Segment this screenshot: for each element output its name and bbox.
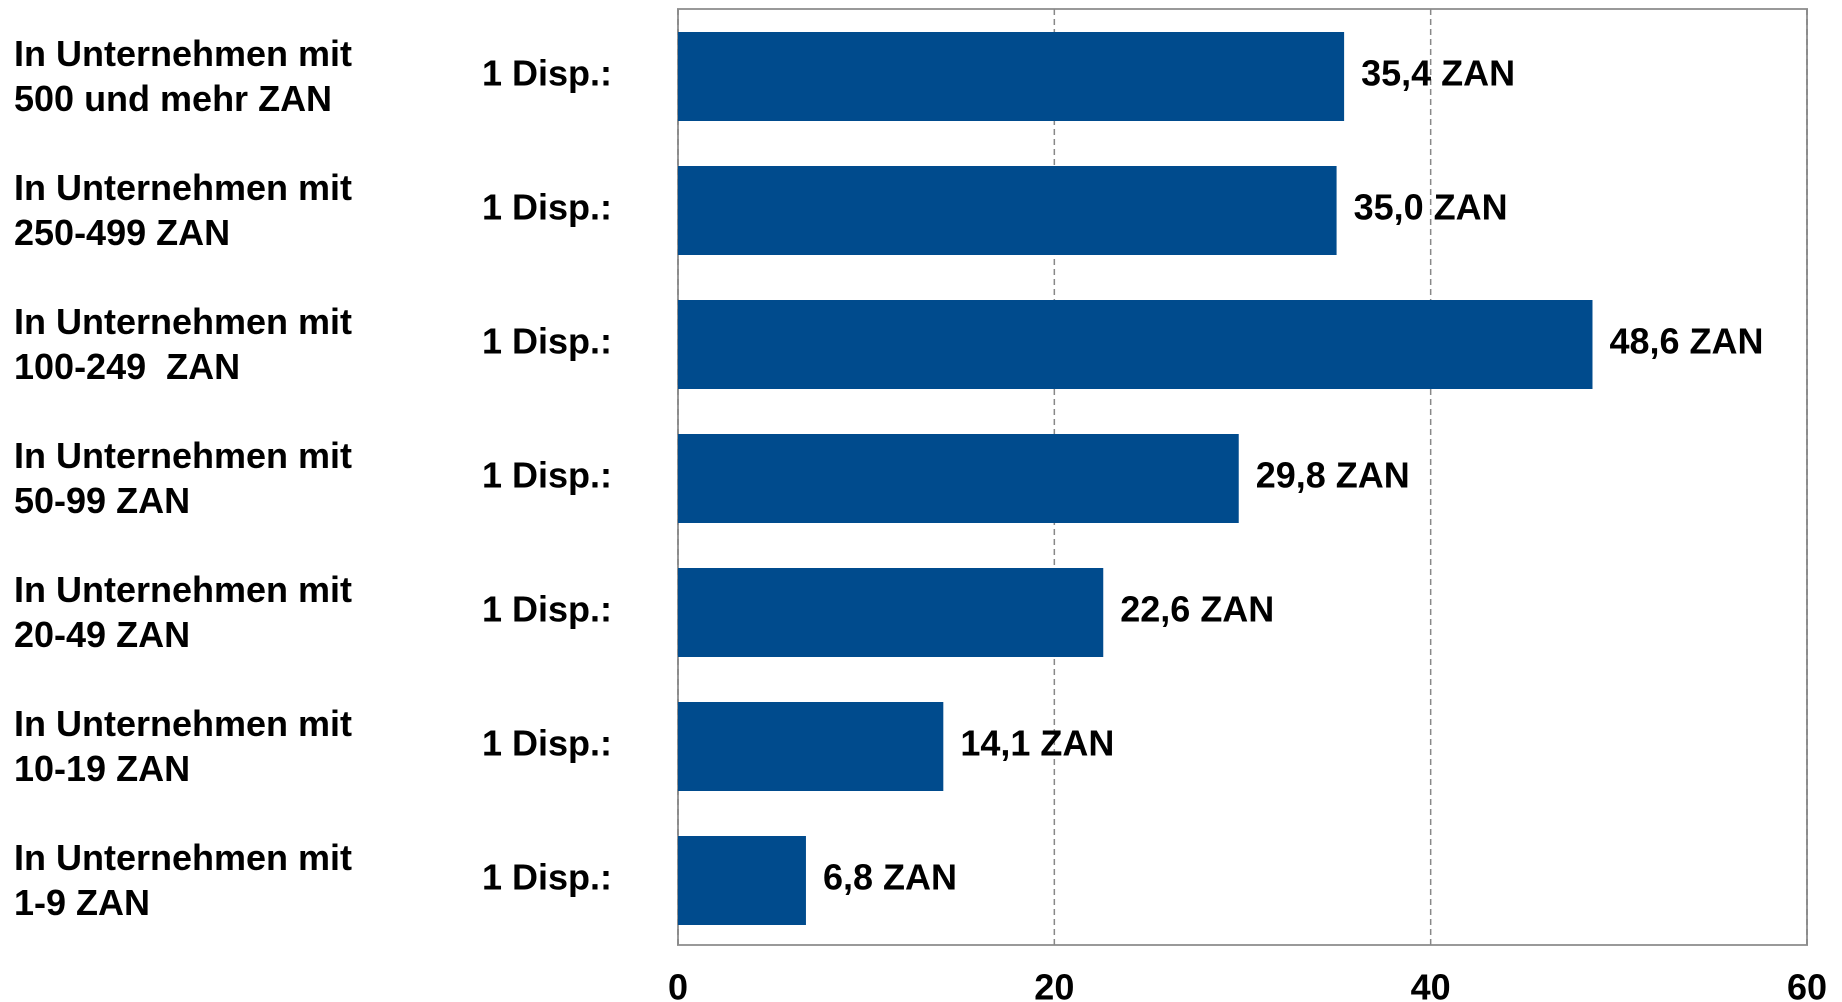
row-label: 1 Disp.:	[482, 589, 612, 630]
bar	[678, 568, 1104, 657]
bar	[678, 434, 1239, 523]
row-label: 1 Disp.:	[482, 857, 612, 898]
value-label: 6,8 ZAN	[823, 857, 957, 898]
category-label: In Unternehmen mit 500 und mehr ZAN	[14, 33, 353, 119]
bar	[678, 702, 944, 791]
category-label: In Unternehmen mit 250-499 ZAN	[14, 167, 353, 253]
category-label: In Unternehmen mit 1-9 ZAN	[14, 837, 353, 923]
row-label: 1 Disp.:	[482, 723, 612, 764]
row-label: 1 Disp.:	[482, 455, 612, 496]
x-tick-label: 40	[1411, 967, 1451, 1002]
bar	[678, 32, 1345, 121]
row-label: 1 Disp.:	[482, 53, 612, 94]
value-label: 35,0 ZAN	[1354, 187, 1508, 228]
row-label: 1 Disp.:	[482, 187, 612, 228]
value-label: 22,6 ZAN	[1120, 589, 1274, 630]
row-label: 1 Disp.:	[482, 321, 612, 362]
category-label: In Unternehmen mit 10-19 ZAN	[14, 703, 353, 789]
bar	[678, 166, 1337, 255]
category-label: In Unternehmen mit 50-99 ZAN	[14, 435, 353, 521]
value-label: 48,6 ZAN	[1609, 321, 1763, 362]
value-label: 29,8 ZAN	[1256, 455, 1410, 496]
category-label: In Unternehmen mit 100-249 ZAN	[14, 301, 353, 387]
category-label: In Unternehmen mit 20-49 ZAN	[14, 569, 353, 655]
bar	[678, 300, 1593, 389]
x-tick-label: 20	[1034, 967, 1074, 1002]
x-tick-label: 60	[1787, 967, 1827, 1002]
value-label: 14,1 ZAN	[960, 723, 1114, 764]
value-label: 35,4 ZAN	[1361, 53, 1515, 94]
x-tick-label: 0	[668, 967, 688, 1002]
bar	[678, 836, 806, 925]
